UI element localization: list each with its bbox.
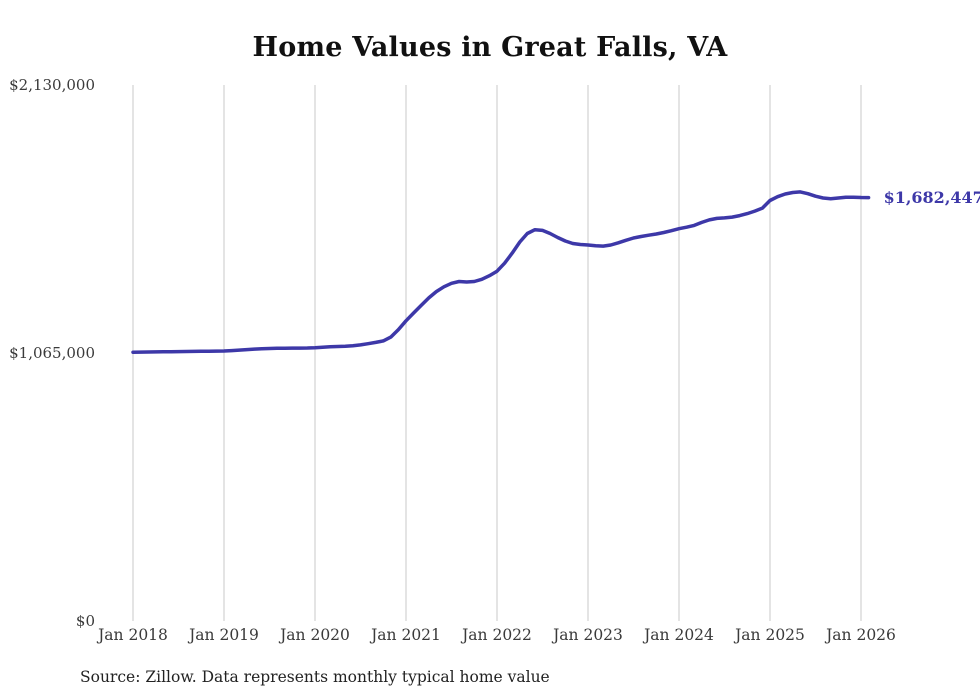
x-tick-label: Jan 2023: [553, 626, 623, 644]
x-tick-label: Jan 2025: [735, 626, 805, 644]
source-note: Source: Zillow. Data represents monthly …: [80, 668, 550, 686]
x-tick-label: Jan 2020: [280, 626, 350, 644]
chart-title: Home Values in Great Falls, VA: [252, 32, 728, 63]
x-tick-label: Jan 2024: [644, 626, 714, 644]
x-tick-label: Jan 2021: [371, 626, 441, 644]
x-tick-label: Jan 2018: [98, 626, 168, 644]
latest-value-label: $1,682,447: [883, 187, 980, 207]
x-tick-label: Jan 2019: [189, 626, 259, 644]
y-tick-label: $2,130,000: [9, 76, 95, 94]
home-value-line: [131, 190, 871, 354]
y-tick-label: $1,065,000: [9, 344, 95, 362]
x-tick-label: Jan 2026: [826, 626, 896, 644]
gridlines: [132, 85, 862, 621]
x-tick-label: Jan 2022: [462, 626, 532, 644]
y-tick-label: $0: [75, 612, 95, 630]
